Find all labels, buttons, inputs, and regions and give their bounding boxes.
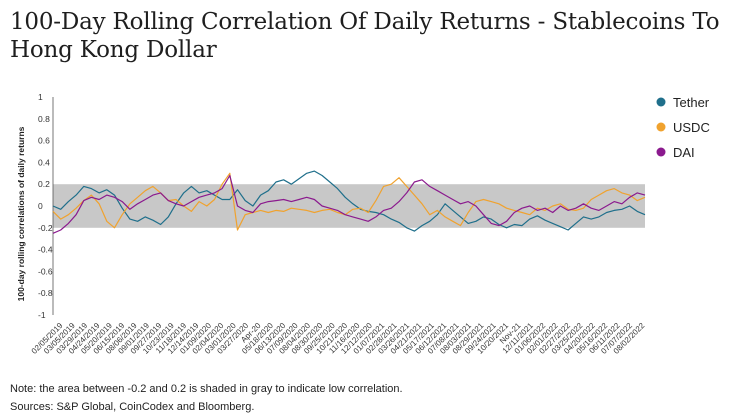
series-lines bbox=[52, 170, 646, 234]
y-tick-labels: 1 0.8 0.6 0.4 0.2 0 -0.2 -0.4 -0.6 -0.8 -1 bbox=[38, 92, 53, 320]
y-tick-label: -1 bbox=[38, 310, 46, 320]
y-tick-label: 0.4 bbox=[38, 157, 50, 167]
x-tick-labels: 02/05/201903/05/201903/29/201904/24/2019… bbox=[30, 321, 647, 356]
series-line-usdc bbox=[52, 172, 646, 231]
legend-swatch-usdc bbox=[656, 122, 666, 132]
y-tick-label: 0.8 bbox=[38, 114, 50, 124]
legend-label-usdc: USDC bbox=[673, 120, 710, 135]
correlation-line-chart: 1 0.8 0.6 0.4 0.2 0 -0.2 -0.4 -0.6 -0.8 -1 02/05/2… bbox=[16, 92, 710, 356]
legend-swatch-dai bbox=[656, 147, 666, 157]
y-axis-label: 100-day rolling correlations of daily re… bbox=[16, 126, 26, 301]
low-correlation-band bbox=[53, 184, 645, 228]
chart-note: Note: the area between -0.2 and 0.2 is s… bbox=[10, 383, 403, 395]
legend: Tether USDC DAI bbox=[656, 95, 710, 160]
chart-title: 100-Day Rolling Correlation Of Daily Ret… bbox=[10, 9, 720, 63]
y-tick-label: 0.2 bbox=[38, 179, 50, 189]
y-tick-label: -0.8 bbox=[38, 288, 53, 298]
legend-swatch-tether bbox=[656, 97, 666, 107]
series-line-dai bbox=[52, 174, 646, 234]
y-tick-label: -0.4 bbox=[38, 245, 53, 255]
y-tick-label: -0.2 bbox=[38, 223, 53, 233]
series-line-tether bbox=[52, 170, 646, 232]
y-tick-label: -0.6 bbox=[38, 266, 53, 276]
chart-sources: Sources: S&P Global, CoinCodex and Bloom… bbox=[10, 401, 255, 413]
legend-label-tether: Tether bbox=[673, 95, 710, 110]
y-tick-label: 0.6 bbox=[38, 136, 50, 146]
y-tick-label: 0 bbox=[38, 201, 43, 211]
legend-label-dai: DAI bbox=[673, 145, 695, 160]
y-tick-label: 1 bbox=[38, 92, 43, 102]
